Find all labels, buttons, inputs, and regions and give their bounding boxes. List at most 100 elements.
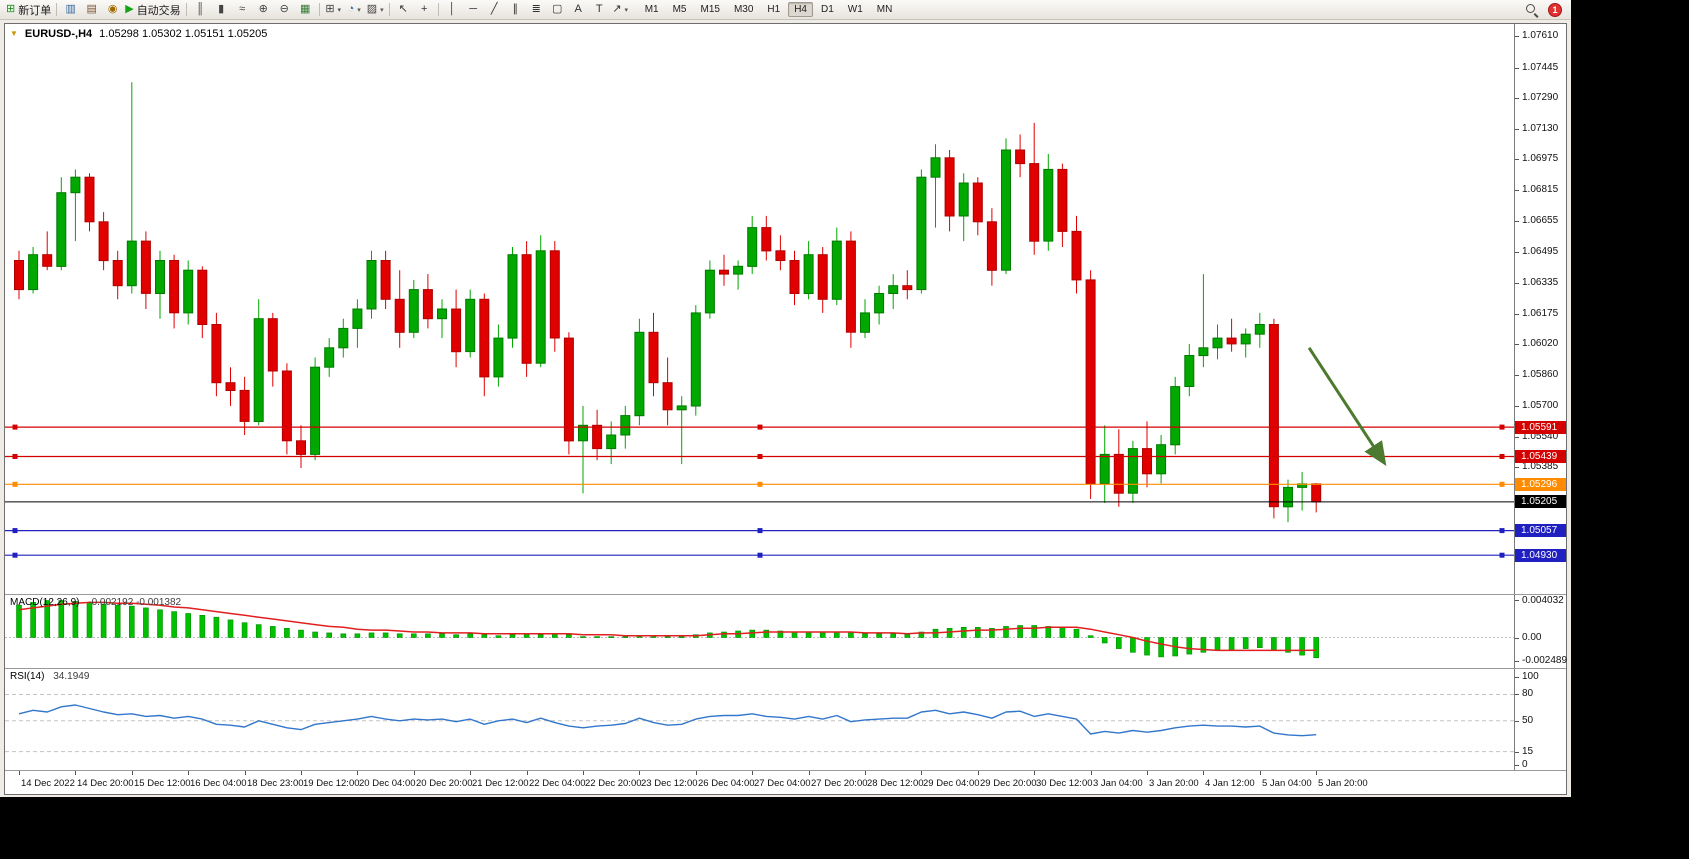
new-order-button-label: 新订单 [18, 4, 52, 17]
search-icon[interactable] [1525, 3, 1539, 17]
charts-button[interactable]: ▥ [60, 1, 81, 18]
line-handle[interactable] [1499, 481, 1505, 487]
shapes-icon: ▢ [551, 3, 563, 15]
cursor-button[interactable]: ↖ [393, 1, 414, 18]
timeframe-m15[interactable]: M15 [700, 4, 720, 15]
tick-mark [414, 771, 415, 775]
macd-pane[interactable]: MACD(12,26,9) -0.002192 -0.001382 [5, 595, 1514, 668]
line-handle[interactable] [12, 454, 18, 459]
shapes-button[interactable]: ▢ [547, 1, 568, 18]
horizontal-line[interactable] [5, 552, 1514, 558]
horizontal-line[interactable] [5, 481, 1514, 487]
zoom-in-button[interactable]: ⊕ [253, 1, 274, 18]
rsi-canvas [5, 694, 1514, 753]
macd-signal-line [18, 601, 1317, 652]
ohlc-bars-icon: ║ [196, 3, 205, 15]
trend-arrow[interactable] [1307, 346, 1387, 466]
trendline-button[interactable]: ╱ [484, 1, 505, 18]
tick-mark [1515, 314, 1519, 315]
tick-mark [1515, 98, 1519, 99]
timeframe-w1[interactable]: W1 [847, 4, 863, 15]
notification-badge[interactable]: 1 [1548, 2, 1562, 17]
timeframe-m5[interactable]: M5 [672, 4, 687, 15]
templates-button[interactable]: ▨ ▾ [365, 1, 386, 18]
rsi-line [18, 704, 1317, 737]
line-handle[interactable] [757, 454, 763, 459]
arrow-icon: ↗ [612, 3, 622, 15]
arrows-button[interactable]: ↗ ▾ [610, 1, 631, 18]
market-watch-button[interactable]: ▤ [81, 1, 102, 18]
fibonacci-button[interactable]: ≣ [526, 1, 547, 18]
line-handle[interactable] [12, 481, 18, 487]
price-chart-canvas[interactable] [5, 24, 1514, 594]
time-axis[interactable]: 14 Dec 2022 14 Dec 20:00 15 Dec 12:00 16 De… [5, 771, 1566, 794]
line-handle[interactable] [12, 528, 18, 534]
zoom-out-button[interactable]: ⊖ [274, 1, 295, 18]
line-handle[interactable] [757, 424, 763, 430]
horizontal-line[interactable] [5, 424, 1514, 430]
pane-divider[interactable] [5, 668, 1566, 669]
play-icon: ▶ [125, 3, 134, 15]
rsi-pane[interactable]: RSI(14) 34.1949 [5, 669, 1514, 770]
ohlc-bars-mode-button[interactable]: ║ [190, 1, 211, 18]
horizontal-line[interactable] [5, 454, 1514, 459]
line-handle[interactable] [757, 528, 763, 534]
timeframe-h1[interactable]: H1 [767, 4, 781, 15]
time-label: 5 Jan 04:00 [1262, 778, 1312, 789]
timeframe-h4[interactable]: H4 [788, 2, 813, 17]
tick-mark [1515, 721, 1519, 722]
template-icon: ▨ [366, 3, 378, 15]
new-chart-button[interactable]: ⊞ ▾ [323, 1, 344, 18]
timeframe-mn[interactable]: MN [876, 4, 893, 15]
tick-mark [1515, 677, 1519, 678]
horizontal-line-button[interactable]: ─ [463, 1, 484, 18]
line-handle[interactable] [1499, 424, 1505, 430]
crosshair-button[interactable]: + [414, 1, 435, 18]
price-pane[interactable]: ▼ EURUSD-,H4 1.05298 1.05302 1.05151 1.0… [5, 24, 1514, 594]
tick-mark [1203, 771, 1204, 775]
pane-divider[interactable] [5, 594, 1566, 595]
new-order-button[interactable]: ⊞ 新订单 [4, 1, 53, 18]
line-chart-mode-button[interactable]: ≈ [232, 1, 253, 18]
line-handle[interactable] [757, 481, 763, 487]
price-tick-label: 1.07445 [1522, 62, 1559, 73]
vertical-line-button[interactable]: │ [442, 1, 463, 18]
timeframe-m1[interactable]: M1 [644, 4, 659, 15]
line-handle[interactable] [1499, 454, 1505, 459]
periods-button[interactable]: ◔ ▾ [344, 1, 365, 18]
time-label: 4 Jan 12:00 [1205, 778, 1255, 789]
line-handle[interactable] [12, 552, 18, 558]
toolbar-right: 1 [1525, 2, 1567, 17]
chart-window: ▼ EURUSD-,H4 1.05298 1.05302 1.05151 1.0… [4, 23, 1567, 795]
horizontal-line[interactable] [5, 528, 1514, 534]
toolbar-separator [185, 3, 187, 16]
price-axis[interactable]: 1.07610 1.07445 1.07290 1.07130 1.06975 1.068… [1514, 24, 1566, 594]
candlestick-mode-button[interactable]: ▮ [211, 1, 232, 18]
auto-trading-button[interactable]: ▶ 自动交易 [123, 1, 182, 18]
one-click-trading-toggle[interactable]: ▼ [10, 29, 18, 38]
alerts-button[interactable]: ◉ [102, 1, 123, 18]
price-tick-label: 1.07610 [1522, 30, 1559, 41]
time-label: 20 Dec 20:00 [416, 778, 473, 789]
tick-mark [1515, 694, 1519, 695]
tick-mark [1515, 437, 1519, 438]
text-label-button[interactable]: T [589, 1, 610, 18]
line-handle[interactable] [12, 424, 18, 430]
line-handle[interactable] [1499, 552, 1505, 558]
time-label: 29 Dec 04:00 [923, 778, 980, 789]
time-label: 14 Dec 2022 [21, 778, 75, 789]
tick-mark [245, 771, 246, 775]
time-label: 3 Jan 20:00 [1149, 778, 1199, 789]
timeframe-m30[interactable]: M30 [733, 4, 754, 15]
equidistant-channel-button[interactable]: ∥ [505, 1, 526, 18]
line-handle[interactable] [1499, 528, 1505, 534]
tile-windows-button[interactable]: ▦ [295, 1, 316, 18]
rsi-label: RSI(14) 34.1949 [10, 671, 89, 682]
timeframe-d1[interactable]: D1 [821, 4, 834, 15]
text-button[interactable]: A [568, 1, 589, 18]
pane-divider [5, 770, 1566, 771]
time-label: 14 Dec 20:00 [77, 778, 134, 789]
rsi-tick-label: 0 [1522, 759, 1528, 770]
line-handle[interactable] [757, 552, 763, 558]
macd-label: MACD(12,26,9) -0.002192 -0.001382 [10, 597, 181, 608]
